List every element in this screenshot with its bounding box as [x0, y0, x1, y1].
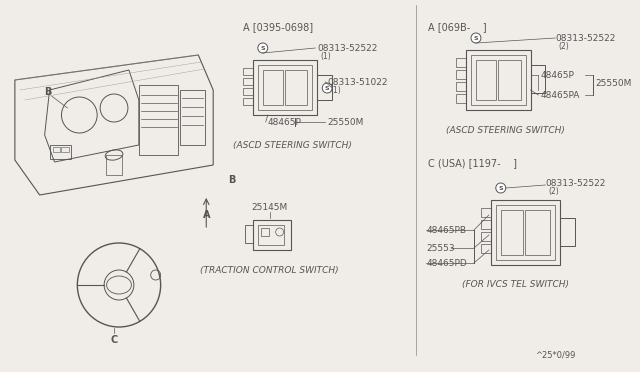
Text: 48465PA: 48465PA	[540, 90, 580, 99]
Text: S: S	[474, 35, 478, 41]
Text: 08313-52522: 08313-52522	[317, 44, 378, 52]
Text: 25145M: 25145M	[252, 202, 288, 212]
Text: B: B	[228, 175, 236, 185]
Bar	[243, 98, 253, 105]
Bar	[481, 208, 491, 217]
Text: 48465P: 48465P	[268, 118, 301, 126]
Text: S: S	[325, 86, 330, 90]
Text: (1): (1)	[330, 86, 341, 94]
Bar	[260, 228, 269, 236]
Text: S: S	[499, 186, 503, 190]
Bar	[49, 145, 72, 159]
Text: A: A	[202, 210, 210, 220]
Text: B: B	[44, 87, 51, 97]
Bar	[456, 70, 466, 79]
Bar	[285, 70, 307, 105]
Text: (FOR IVCS TEL SWITCH): (FOR IVCS TEL SWITCH)	[462, 280, 569, 289]
Text: ^25*0/99: ^25*0/99	[535, 351, 575, 360]
Bar	[560, 218, 575, 246]
Bar	[531, 65, 545, 93]
Text: 25550M: 25550M	[327, 118, 364, 126]
Bar	[263, 70, 283, 105]
Text: C (USA) [1197-    ]: C (USA) [1197- ]	[428, 158, 517, 168]
Bar	[481, 220, 491, 229]
Bar	[243, 88, 253, 95]
Text: (2): (2)	[558, 42, 569, 51]
Text: 08313-52522: 08313-52522	[556, 33, 616, 42]
Text: 48465PD: 48465PD	[426, 259, 467, 267]
Text: A [069B-    ]: A [069B- ]	[428, 22, 487, 32]
Bar	[61, 147, 69, 152]
Circle shape	[323, 83, 332, 93]
Circle shape	[471, 33, 481, 43]
Circle shape	[496, 183, 506, 193]
Text: (TRACTION CONTROL SWITCH): (TRACTION CONTROL SWITCH)	[200, 266, 339, 275]
Text: (2): (2)	[548, 186, 559, 196]
Text: C: C	[111, 335, 118, 345]
Bar	[52, 147, 61, 152]
Bar	[139, 85, 179, 155]
Text: 48465P: 48465P	[540, 71, 574, 80]
Bar	[258, 225, 284, 245]
Text: (ASCD STEERING SWITCH): (ASCD STEERING SWITCH)	[233, 141, 352, 150]
Text: A [0395-0698]: A [0395-0698]	[243, 22, 313, 32]
Text: (ASCD STEERING SWITCH): (ASCD STEERING SWITCH)	[446, 125, 565, 135]
Bar	[245, 225, 253, 243]
Bar	[498, 60, 520, 100]
Bar	[471, 55, 525, 105]
Bar	[496, 205, 556, 260]
Text: 25553: 25553	[426, 244, 455, 253]
Text: 08313-52522: 08313-52522	[545, 179, 605, 187]
Bar	[456, 82, 466, 91]
Bar	[491, 200, 560, 265]
Bar	[481, 244, 491, 253]
Bar	[253, 220, 291, 250]
Bar	[106, 155, 122, 175]
Text: 48465PB: 48465PB	[426, 225, 467, 234]
Text: (1): (1)	[320, 51, 331, 61]
Text: 08313-51022: 08313-51022	[327, 77, 388, 87]
Text: S: S	[260, 45, 265, 51]
Bar	[481, 232, 491, 241]
Bar	[476, 60, 496, 100]
Bar	[466, 50, 531, 110]
Bar	[500, 210, 523, 255]
Bar	[525, 210, 550, 255]
Bar	[180, 90, 205, 145]
Bar	[456, 94, 466, 103]
Circle shape	[258, 43, 268, 53]
Bar	[243, 68, 253, 75]
Bar	[456, 58, 466, 67]
Bar	[243, 78, 253, 85]
Bar	[253, 60, 317, 115]
Bar	[258, 65, 312, 110]
Bar	[317, 75, 332, 100]
Text: 25550M: 25550M	[595, 78, 631, 87]
